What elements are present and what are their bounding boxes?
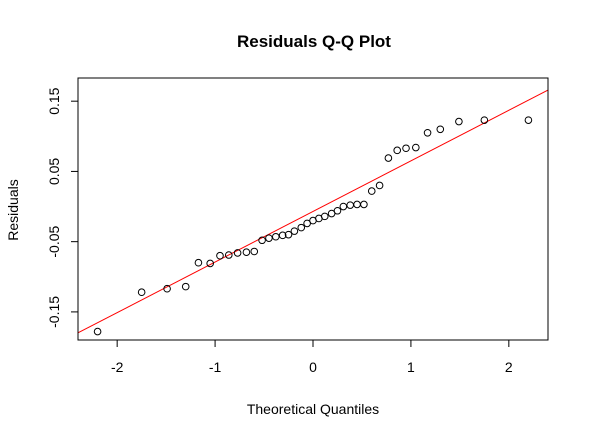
- plot-frame: [77, 77, 549, 341]
- x-tick-label: 1: [407, 359, 415, 375]
- data-point: [402, 144, 410, 153]
- data-point: [524, 116, 533, 124]
- data-point: [271, 232, 280, 241]
- x-tick-label: 2: [505, 359, 513, 375]
- data-point: [455, 117, 463, 126]
- data-point: [320, 212, 329, 221]
- data-point: [284, 230, 293, 239]
- data-point: [412, 143, 420, 152]
- data-point: [194, 258, 203, 267]
- data-point: [436, 125, 445, 134]
- data-point: [163, 284, 171, 293]
- data-point: [242, 248, 251, 256]
- data-point: [393, 146, 402, 155]
- data-point: [290, 227, 299, 235]
- data-point: [181, 282, 190, 291]
- data-point: [278, 231, 287, 240]
- x-tick-label: -2: [111, 359, 124, 375]
- data-point: [137, 288, 146, 297]
- data-point: [216, 251, 224, 260]
- data-point: [224, 251, 233, 259]
- data-point: [327, 209, 336, 218]
- data-point: [258, 236, 266, 245]
- data-point: [297, 223, 306, 232]
- data-point: [423, 128, 432, 137]
- data-point: [265, 234, 273, 242]
- chart-title: Residuals Q-Q Plot: [237, 32, 391, 51]
- data-point: [353, 200, 361, 209]
- y-axis-label: Residuals: [5, 179, 21, 240]
- data-point: [233, 249, 242, 257]
- data-point: [93, 327, 102, 336]
- data-point: [206, 259, 214, 268]
- y-tick-label: -0.15: [46, 296, 62, 328]
- x-tick-label: -1: [209, 359, 222, 375]
- data-point: [346, 201, 355, 209]
- data-point: [375, 181, 384, 190]
- data-point: [480, 116, 489, 124]
- reference-line: [78, 89, 548, 334]
- data-point: [339, 202, 348, 211]
- y-tick-label: -0.05: [46, 225, 62, 257]
- y-tick-label: 0.15: [46, 87, 62, 114]
- data-point: [360, 200, 368, 209]
- x-axis-label: Theoretical Quantiles: [247, 401, 379, 417]
- y-axis: -0.15 -0.05 0.05 0.15: [46, 87, 78, 328]
- x-axis: -2 -1 0 1 2: [111, 340, 513, 375]
- data-point: [333, 206, 342, 215]
- y-tick-label: 0.05: [46, 158, 62, 185]
- data-point: [384, 154, 393, 162]
- x-tick-label: 0: [309, 359, 317, 375]
- plot-area: [78, 89, 548, 336]
- data-point: [303, 219, 311, 228]
- data-point: [367, 187, 376, 195]
- data-point: [250, 247, 259, 256]
